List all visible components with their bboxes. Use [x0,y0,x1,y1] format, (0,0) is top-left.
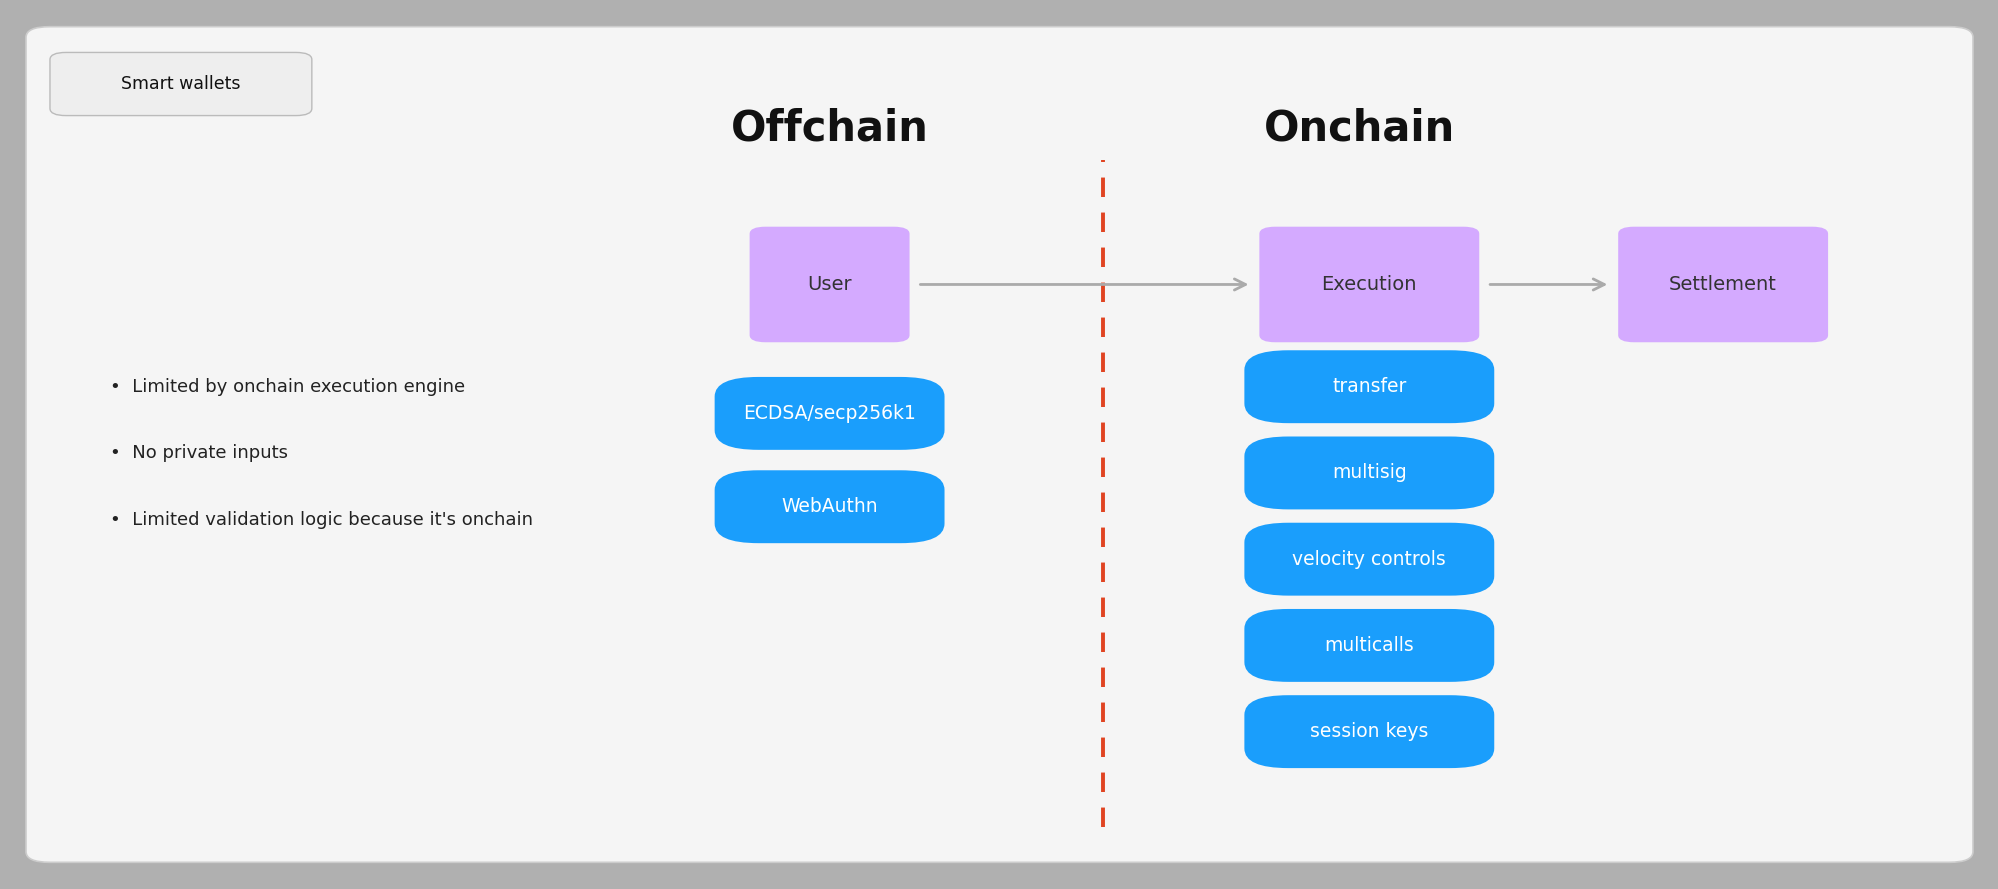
FancyBboxPatch shape [50,52,312,116]
FancyBboxPatch shape [749,227,909,342]
Text: •  Limited by onchain execution engine: • Limited by onchain execution engine [110,378,466,396]
Text: Onchain: Onchain [1263,108,1455,150]
Text: ECDSA/secp256k1: ECDSA/secp256k1 [743,404,915,423]
FancyBboxPatch shape [1243,436,1495,509]
FancyBboxPatch shape [1243,609,1495,682]
Text: Settlement: Settlement [1668,275,1776,294]
Text: velocity controls: velocity controls [1293,549,1445,569]
Text: multicalls: multicalls [1325,636,1413,655]
Text: Smart wallets: Smart wallets [122,75,240,92]
FancyBboxPatch shape [1243,523,1495,596]
FancyBboxPatch shape [1243,350,1495,423]
FancyBboxPatch shape [1259,227,1479,342]
Text: session keys: session keys [1309,722,1429,741]
Text: •  No private inputs: • No private inputs [110,444,288,462]
Text: WebAuthn: WebAuthn [781,497,877,517]
FancyBboxPatch shape [715,377,943,450]
FancyBboxPatch shape [1243,695,1495,768]
Text: transfer: transfer [1331,377,1407,396]
FancyBboxPatch shape [715,470,943,543]
Text: User: User [807,275,851,294]
Text: •  Limited validation logic because it's onchain: • Limited validation logic because it's … [110,511,533,529]
Text: Execution: Execution [1321,275,1417,294]
Text: multisig: multisig [1331,463,1407,483]
FancyBboxPatch shape [1618,227,1826,342]
FancyBboxPatch shape [26,27,1972,862]
Text: Offchain: Offchain [731,108,927,150]
